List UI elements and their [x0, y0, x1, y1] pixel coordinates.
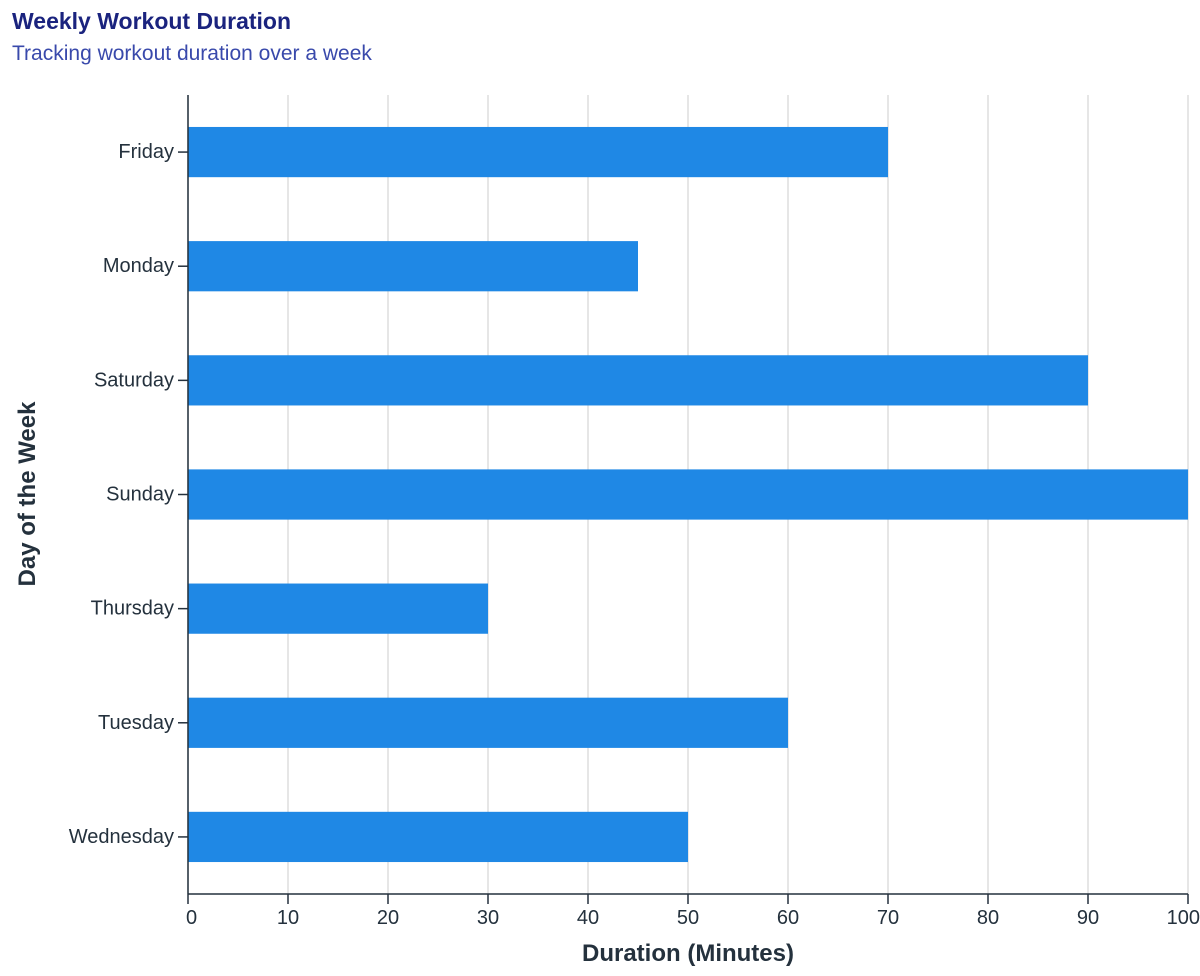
x-tick-label-90: 90: [1077, 907, 1099, 929]
y-tick-label-wednesday: Wednesday: [69, 826, 174, 848]
chart-subtitle: Tracking workout duration over a week: [12, 42, 372, 65]
y-tick-label-thursday: Thursday: [91, 598, 174, 620]
x-tick-label-50: 50: [677, 907, 699, 929]
x-axis-title: Duration (Minutes): [582, 940, 794, 967]
y-tick-label-saturday: Saturday: [94, 369, 174, 391]
bars: [188, 126, 1188, 863]
x-tick-label-100: 100: [1167, 907, 1200, 929]
bar-tuesday: [188, 697, 788, 748]
x-tick-label-0: 0: [186, 907, 197, 929]
bar-saturday: [188, 355, 1088, 406]
x-tick-label-40: 40: [577, 907, 599, 929]
y-tick-label-monday: Monday: [103, 255, 174, 277]
bar-monday: [188, 241, 638, 292]
bar-friday: [188, 126, 888, 178]
y-tick-label-tuesday: Tuesday: [98, 712, 174, 734]
x-tick-label-30: 30: [477, 907, 499, 929]
x-tick-label-20: 20: [377, 907, 399, 929]
bar-thursday: [188, 583, 488, 634]
x-tick-label-10: 10: [277, 907, 299, 929]
y-tick-label-sunday: Sunday: [106, 484, 174, 506]
chart-title: Weekly Workout Duration: [12, 8, 291, 34]
y-axis-title: Day of the Week: [14, 401, 41, 587]
x-tick-label-60: 60: [777, 907, 799, 929]
x-tick-label-80: 80: [977, 907, 999, 929]
y-tick-label-friday: Friday: [118, 141, 174, 163]
bar-wednesday: [188, 811, 688, 863]
bar-sunday: [188, 469, 1188, 520]
axes: Friday Monday Saturday Sunday Thursday Tuesda…: [69, 95, 1200, 929]
x-tick-label-70: 70: [877, 907, 899, 929]
